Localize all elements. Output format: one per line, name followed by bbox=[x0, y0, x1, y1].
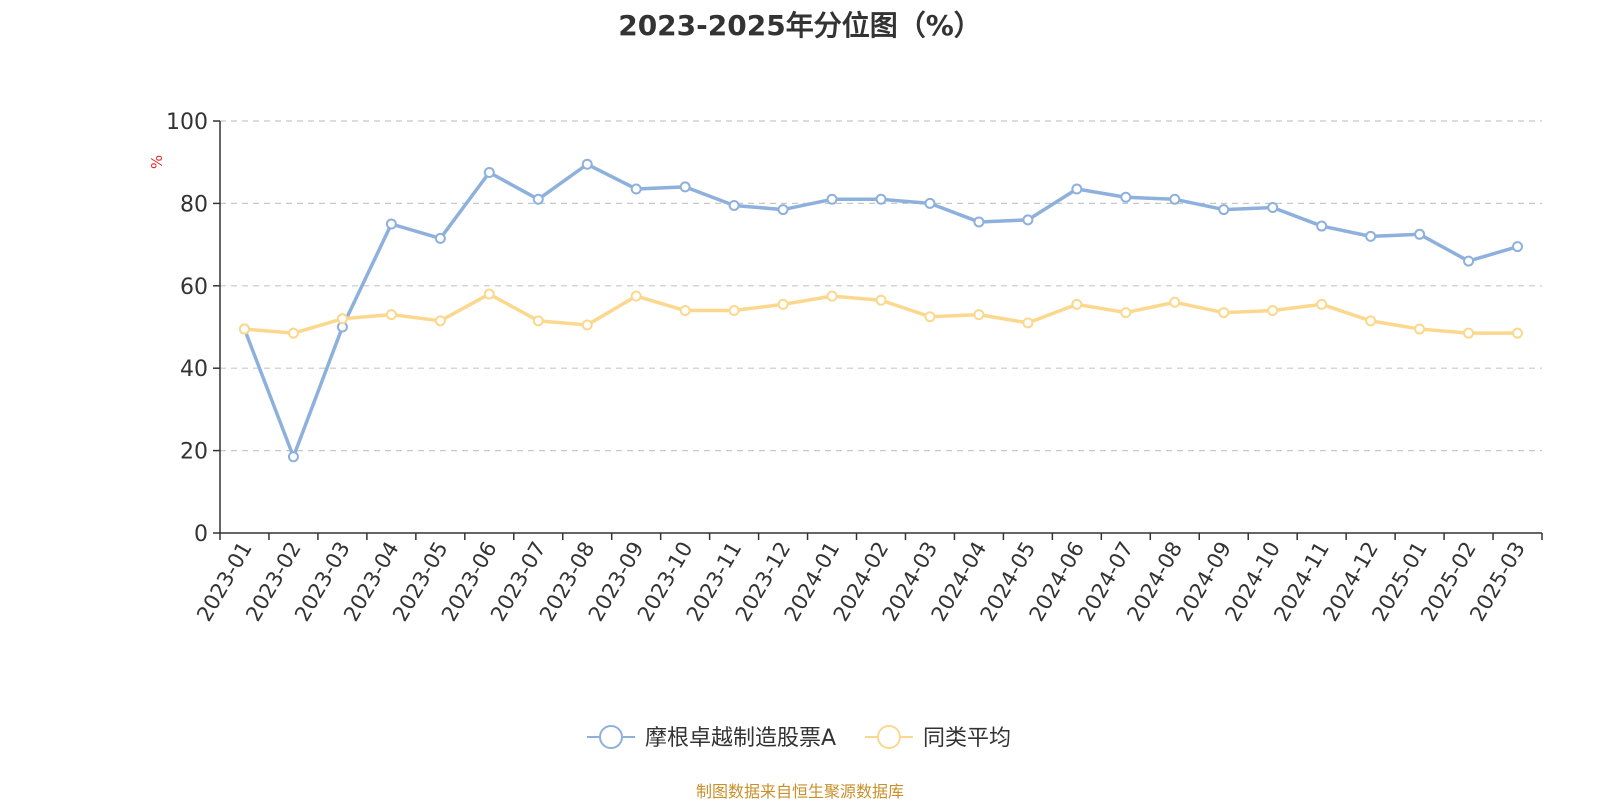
legend-item-1: 摩根卓越制造股票A bbox=[587, 725, 836, 751]
series-2-point bbox=[385, 309, 397, 321]
series-1-point bbox=[973, 216, 985, 228]
series-2-point bbox=[532, 315, 544, 327]
series-2-point bbox=[679, 305, 691, 317]
data-source-note: 制图数据来自恒生聚源数据库 bbox=[695, 782, 904, 801]
series-1-point bbox=[1218, 204, 1230, 216]
series-1-point bbox=[924, 197, 936, 209]
series-1-point bbox=[1120, 191, 1132, 203]
series-2-point bbox=[581, 319, 593, 331]
series-2-point bbox=[1071, 298, 1083, 310]
y-tick-label: 0 bbox=[194, 522, 208, 547]
y-axis-label: % bbox=[148, 155, 166, 169]
legend-marker bbox=[877, 725, 901, 749]
series-2-point bbox=[973, 309, 985, 321]
y-tick-label: 20 bbox=[180, 440, 208, 465]
series-2-point bbox=[1414, 323, 1426, 335]
y-tick-label: 40 bbox=[180, 357, 208, 382]
chart-title: 2023-2025年分位图（%） bbox=[618, 9, 982, 42]
series-2-point bbox=[336, 313, 348, 325]
series-1-point bbox=[385, 218, 397, 230]
series-1-point bbox=[581, 158, 593, 170]
series-2-point bbox=[1218, 307, 1230, 319]
series-1-point bbox=[434, 232, 446, 244]
series-2-point bbox=[875, 294, 887, 306]
series-1-point bbox=[1512, 241, 1524, 253]
legend-layer: 摩根卓越制造股票A 同类平均 bbox=[587, 725, 1011, 751]
series-1-point bbox=[630, 183, 642, 195]
series-layer bbox=[238, 158, 1524, 463]
series-1-point bbox=[679, 181, 691, 193]
series-1-point bbox=[777, 204, 789, 216]
series-2-point bbox=[483, 288, 495, 300]
series-2-point bbox=[1365, 315, 1377, 327]
series-2-point bbox=[1512, 327, 1524, 339]
series-2-point bbox=[1022, 317, 1034, 329]
series-1-point bbox=[1071, 183, 1083, 195]
legend-item-2: 同类平均 bbox=[865, 725, 1011, 751]
series-2-point bbox=[1267, 305, 1279, 317]
series-2-point bbox=[924, 311, 936, 323]
series-1-point bbox=[1022, 214, 1034, 226]
series-2-point bbox=[238, 323, 250, 335]
series-1-point bbox=[1414, 228, 1426, 240]
series-1-point bbox=[1365, 230, 1377, 242]
series-2-point bbox=[1463, 327, 1475, 339]
series-2-point bbox=[1169, 296, 1181, 308]
series-2-point bbox=[287, 327, 299, 339]
y-tick-label: 80 bbox=[180, 192, 208, 217]
series-1-point bbox=[875, 193, 887, 205]
series-1-point bbox=[287, 451, 299, 463]
series-1-point bbox=[1169, 193, 1181, 205]
legend-label: 摩根卓越制造股票A bbox=[645, 726, 836, 751]
series-2-point bbox=[630, 290, 642, 302]
series-2-point bbox=[1120, 307, 1132, 319]
series-1-point bbox=[1463, 255, 1475, 267]
series-1-point bbox=[1316, 220, 1328, 232]
legend-marker bbox=[599, 725, 623, 749]
y-tick-label: 60 bbox=[180, 275, 208, 300]
y-tick-label: 100 bbox=[166, 110, 208, 135]
series-2-point bbox=[1316, 298, 1328, 310]
series-1-point bbox=[826, 193, 838, 205]
grid-layer bbox=[220, 120, 1542, 452]
series-line-1 bbox=[242, 162, 1519, 459]
series-1-point bbox=[532, 193, 544, 205]
series-2-point bbox=[434, 315, 446, 327]
series-1-point bbox=[483, 167, 495, 178]
series-2-point bbox=[728, 305, 740, 317]
series-2-point bbox=[826, 290, 838, 302]
series-2-point bbox=[777, 298, 789, 310]
series-1-point bbox=[1267, 202, 1279, 214]
legend-label: 同类平均 bbox=[923, 726, 1011, 751]
series-1-point bbox=[728, 199, 740, 211]
